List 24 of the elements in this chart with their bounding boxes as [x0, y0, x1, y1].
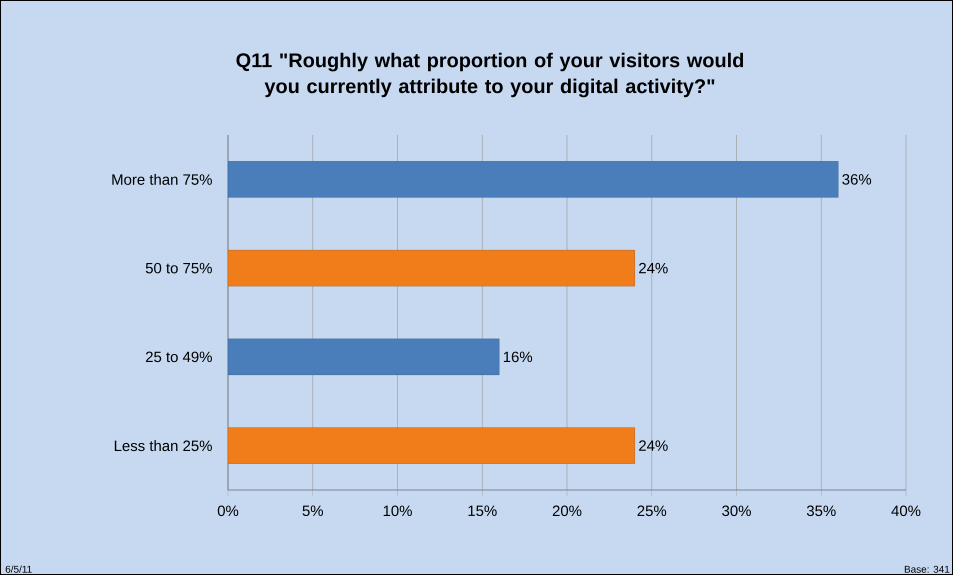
- data-label: 16%: [504, 352, 532, 362]
- bar: [228, 161, 838, 198]
- chart-title: Q11 "Roughly what proportion of your visitors would you currently attribute to your digital activity?": [236, 52, 744, 98]
- x-tick-label: 0%: [218, 506, 238, 516]
- y-tick-label: 25 to 49%: [146, 352, 212, 362]
- x-tick-label: 20%: [552, 506, 582, 516]
- text: Base: 341: [904, 566, 950, 573]
- x-tick-label: 35%: [806, 506, 836, 516]
- x-tick-label: 30%: [722, 506, 751, 516]
- bar: [228, 338, 500, 376]
- text: 6/5/11: [6, 565, 32, 573]
- data-label: 24%: [639, 440, 668, 451]
- y-tick-label: More than 75%: [112, 174, 212, 185]
- x-tick-label: 5%: [302, 506, 324, 516]
- x-tick-label: 25%: [638, 506, 666, 516]
- data-label: 24%: [639, 262, 668, 274]
- bar: [228, 427, 636, 464]
- y-tick-label: 50 to 75%: [146, 262, 212, 274]
- x-tick-label: 10%: [384, 506, 412, 516]
- x-tick-label: 40%: [891, 506, 920, 516]
- data-label: 36%: [842, 174, 872, 185]
- x-tick-label: 15%: [468, 506, 497, 516]
- bar: [228, 250, 636, 286]
- y-tick-label: Less than 25%: [114, 440, 212, 452]
